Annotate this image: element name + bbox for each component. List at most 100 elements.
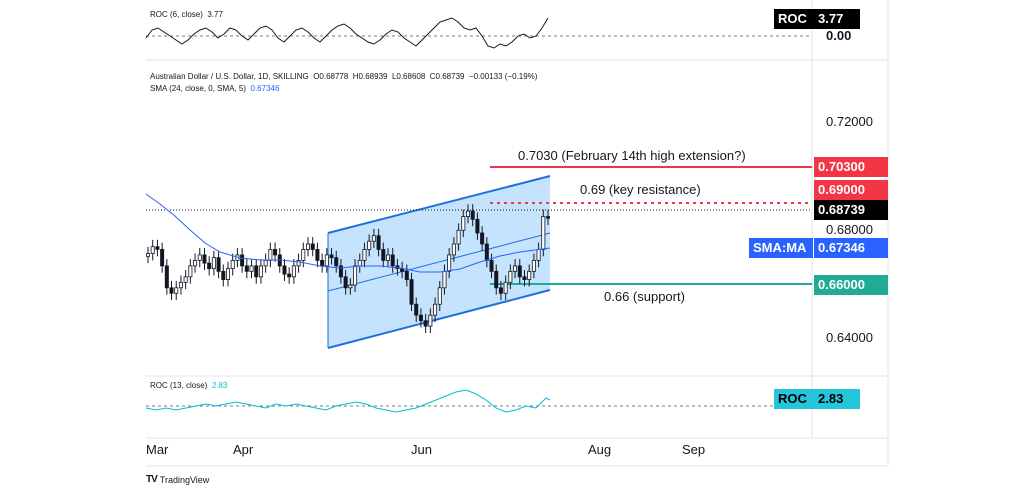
candle-body <box>145 253 150 257</box>
candle-body <box>240 254 245 267</box>
sma-legend-label: SMA (24, close, 0, SMA, 5) <box>150 84 247 93</box>
candle-body <box>494 270 499 289</box>
candle-body <box>188 265 193 278</box>
candle-body <box>447 254 452 272</box>
instrument-title: Australian Dollar / U.S. Dollar, 1D, SKI… <box>150 72 309 81</box>
candle-body <box>291 265 296 278</box>
candle-body <box>343 276 348 289</box>
candle-body <box>470 210 475 220</box>
sma-legend-value: 0.67346 <box>250 84 280 93</box>
candle-body <box>541 216 546 250</box>
channel-upper-line[interactable] <box>327 175 551 234</box>
annotation-resistance-69[interactable]: 0.69 (key resistance) <box>580 182 701 197</box>
candle-body <box>451 243 456 256</box>
instrument-legend: Australian Dollar / U.S. Dollar, 1D, SKI… <box>150 72 537 81</box>
candle-body <box>338 265 343 278</box>
candle-body <box>315 249 320 261</box>
candle-body <box>310 243 315 250</box>
time-tick-jun: Jun <box>411 442 432 457</box>
candle-body <box>522 276 527 280</box>
candle-body <box>160 249 165 267</box>
candle-body <box>456 229 461 245</box>
channel-mid-line[interactable] <box>327 232 551 292</box>
candle-body <box>207 262 212 270</box>
roc-bottom-tag-label: ROC <box>774 389 815 409</box>
candle-body <box>475 218 480 234</box>
candle-body <box>531 259 536 272</box>
candles-group <box>145 204 551 334</box>
candle-body <box>489 259 494 272</box>
tag-last-price: 0.68739 <box>814 200 888 220</box>
tradingview-wordmark: TradingView <box>159 474 210 485</box>
price-tick-068: 0.68000 <box>826 222 873 237</box>
candle-body <box>183 276 188 283</box>
candle-body <box>367 240 372 250</box>
candle-body <box>376 235 381 250</box>
candle-body <box>263 259 268 267</box>
ohlc-close: C0.68739 <box>429 72 465 81</box>
candle-body <box>418 314 423 322</box>
candle-body <box>197 254 202 261</box>
candle-body <box>225 268 230 280</box>
ohlc-change: −0.00133 (−0.19%) <box>468 72 538 81</box>
roc-top-line <box>145 17 549 49</box>
candle-body <box>433 303 438 316</box>
tag-sma-value: 0.67346 <box>814 238 888 258</box>
candle-body <box>287 273 292 278</box>
candle-body <box>254 265 259 278</box>
candle-body <box>211 257 216 270</box>
candle-body <box>249 265 254 272</box>
time-tick-aug: Aug <box>588 442 611 457</box>
candle-body <box>353 265 358 286</box>
candle-body <box>527 270 532 280</box>
roc-bottom-legend-label: ROC (13, close) <box>150 381 208 390</box>
tradingview-logo-icon: TV <box>146 474 158 485</box>
candle-body <box>164 265 169 289</box>
channel-lower-line[interactable] <box>327 289 551 349</box>
sma-line <box>145 193 551 273</box>
tag-sma-label: SMA:MA <box>749 238 813 258</box>
candle-body <box>169 287 174 294</box>
candle-body <box>536 249 541 261</box>
candle-body <box>178 281 183 289</box>
candle-body <box>428 314 433 327</box>
candle-body <box>282 265 287 275</box>
candle-body <box>296 259 301 267</box>
candle-body <box>268 249 273 261</box>
candle-body <box>404 270 409 280</box>
price-tick-064: 0.64000 <box>826 330 873 345</box>
candle-body <box>216 257 221 272</box>
candle-body <box>334 257 339 267</box>
roc-bottom-legend: ROC (13, close) 2.83 <box>150 381 227 390</box>
candle-body <box>348 284 353 289</box>
tag-7030: 0.70300 <box>814 157 888 177</box>
candle-body <box>423 320 428 327</box>
sma-legend: SMA (24, close, 0, SMA, 5) 0.67346 <box>150 84 279 93</box>
candle-body <box>362 249 367 261</box>
candle-body <box>230 259 235 270</box>
tradingview-branding[interactable]: TV TradingView <box>146 474 209 485</box>
candle-body <box>193 259 198 267</box>
annotation-resistance-7030[interactable]: 0.7030 (February 14th high extension?) <box>518 148 746 163</box>
roc-top-zero-tick: 0.00 <box>826 28 852 43</box>
candle-body <box>320 259 325 267</box>
candle-body <box>546 216 551 219</box>
roc-top-legend-value: 3.77 <box>207 10 223 19</box>
annotation-support-66[interactable]: 0.66 (support) <box>604 289 685 304</box>
candle-body <box>155 246 160 250</box>
candle-body <box>465 210 470 217</box>
price-tick-072: 0.72000 <box>826 114 873 129</box>
candle-body <box>414 303 419 316</box>
tag-66: 0.66000 <box>814 275 888 295</box>
ohlc-low: L0.68608 <box>391 72 426 81</box>
candle-body <box>221 270 226 280</box>
roc-top-tag-label: ROC <box>774 9 815 29</box>
candle-body <box>385 254 390 261</box>
candle-body <box>503 281 508 294</box>
candle-body <box>202 254 207 264</box>
candle-body <box>305 243 310 250</box>
roc-bottom-tag-value: 2.83 <box>814 389 860 409</box>
candle-body <box>150 246 155 254</box>
candle-body <box>508 270 513 283</box>
